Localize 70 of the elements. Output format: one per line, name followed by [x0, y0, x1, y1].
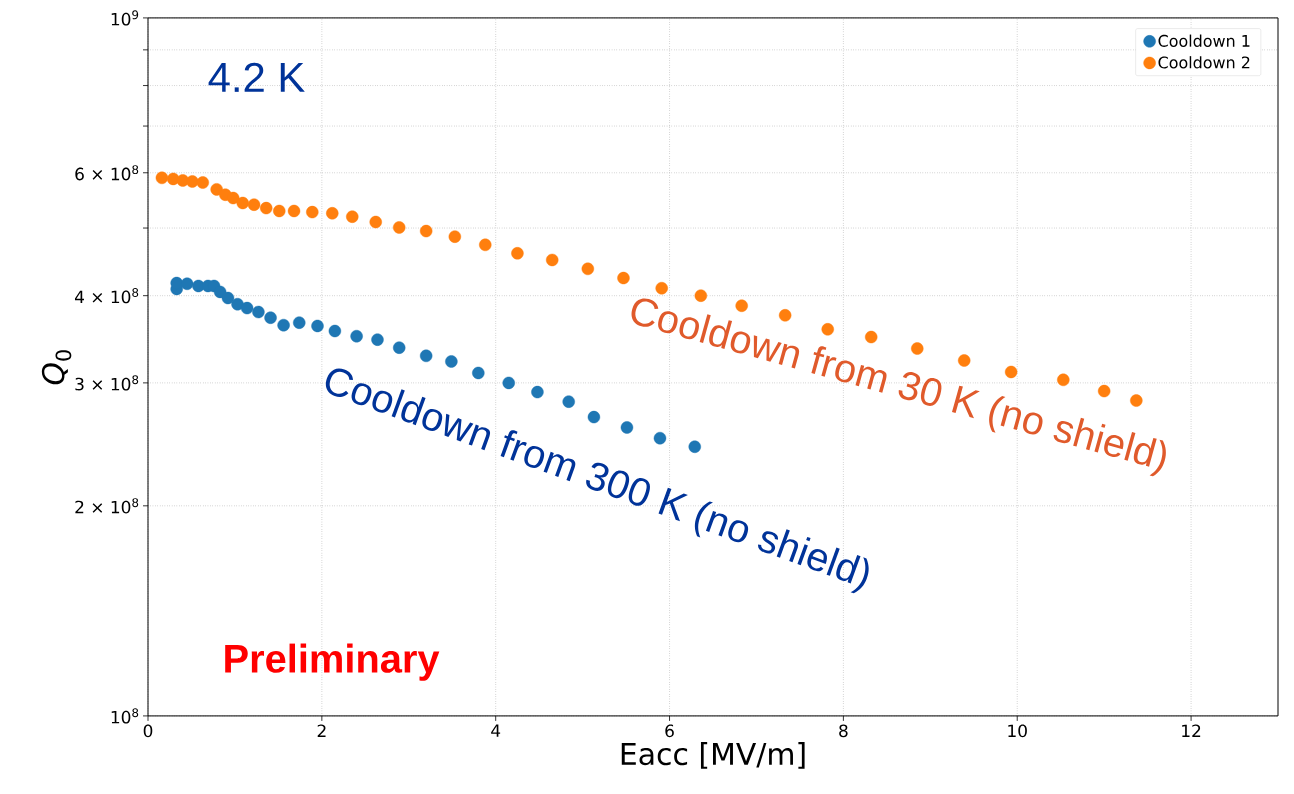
y-tick-label: 10$^{8}$	[111, 708, 139, 724]
point	[502, 376, 515, 390]
legend-label: Cooldown 1	[1158, 34, 1250, 47]
x-tick-label: 0	[143, 724, 153, 738]
point	[1004, 365, 1018, 379]
x-tick-label: 10	[1008, 724, 1027, 738]
x-axis-title: Eacc [MV/m]	[621, 742, 805, 769]
point	[260, 201, 273, 215]
point	[328, 324, 342, 338]
x-tick-label: 8	[839, 724, 848, 738]
point	[1057, 373, 1070, 387]
point	[620, 421, 634, 434]
y-tick-label: 4 × 10$^{8}$	[74, 288, 139, 304]
x-tick-label: 6	[665, 724, 674, 738]
x-tick-label: 4	[491, 724, 501, 737]
point	[240, 301, 254, 315]
point	[306, 205, 319, 219]
point	[617, 271, 630, 285]
annotation: 4.2 K	[208, 62, 305, 92]
point	[326, 207, 339, 220]
point	[273, 204, 286, 218]
y-tick-label: 3 × 10$^{8}$	[75, 375, 139, 391]
point	[369, 215, 382, 229]
point	[531, 385, 544, 399]
point	[277, 318, 290, 332]
point	[1130, 394, 1143, 407]
y-axis-title: Q$_{0}$	[41, 350, 72, 385]
point	[247, 198, 261, 211]
point	[655, 281, 668, 295]
point	[419, 224, 433, 238]
point	[311, 319, 324, 333]
point	[371, 333, 384, 346]
point	[653, 431, 667, 445]
point	[958, 354, 971, 367]
point	[226, 191, 240, 205]
point	[688, 440, 701, 453]
point	[155, 171, 169, 185]
point	[448, 230, 462, 243]
point	[221, 291, 235, 305]
point	[587, 410, 601, 424]
point	[393, 341, 406, 354]
legend-label: Cooldown 2	[1158, 56, 1250, 69]
point	[350, 329, 363, 343]
point	[186, 175, 199, 188]
point	[511, 247, 524, 260]
point	[236, 196, 249, 210]
point	[911, 342, 924, 355]
y-tick-label: 2 × 10$^{8}$	[75, 498, 139, 514]
x-tick-label: 12	[1182, 724, 1201, 737]
annotation: Preliminary	[225, 643, 440, 681]
x-tick-label: 2	[317, 724, 326, 737]
point	[546, 253, 559, 267]
point	[419, 349, 433, 363]
point	[346, 210, 359, 223]
point	[264, 311, 277, 324]
point	[196, 176, 209, 189]
point	[821, 323, 834, 336]
point	[180, 277, 194, 290]
point	[479, 238, 492, 252]
point	[562, 395, 575, 408]
point	[865, 330, 878, 344]
point	[581, 262, 595, 276]
point	[293, 316, 306, 329]
point	[252, 305, 265, 319]
point	[287, 204, 301, 218]
y-tick-label: 10$^{9}$	[111, 10, 139, 26]
point	[445, 355, 458, 368]
point	[1097, 384, 1111, 398]
y-tick-label: 6 × 10$^{8}$	[75, 165, 139, 181]
point	[393, 221, 406, 234]
